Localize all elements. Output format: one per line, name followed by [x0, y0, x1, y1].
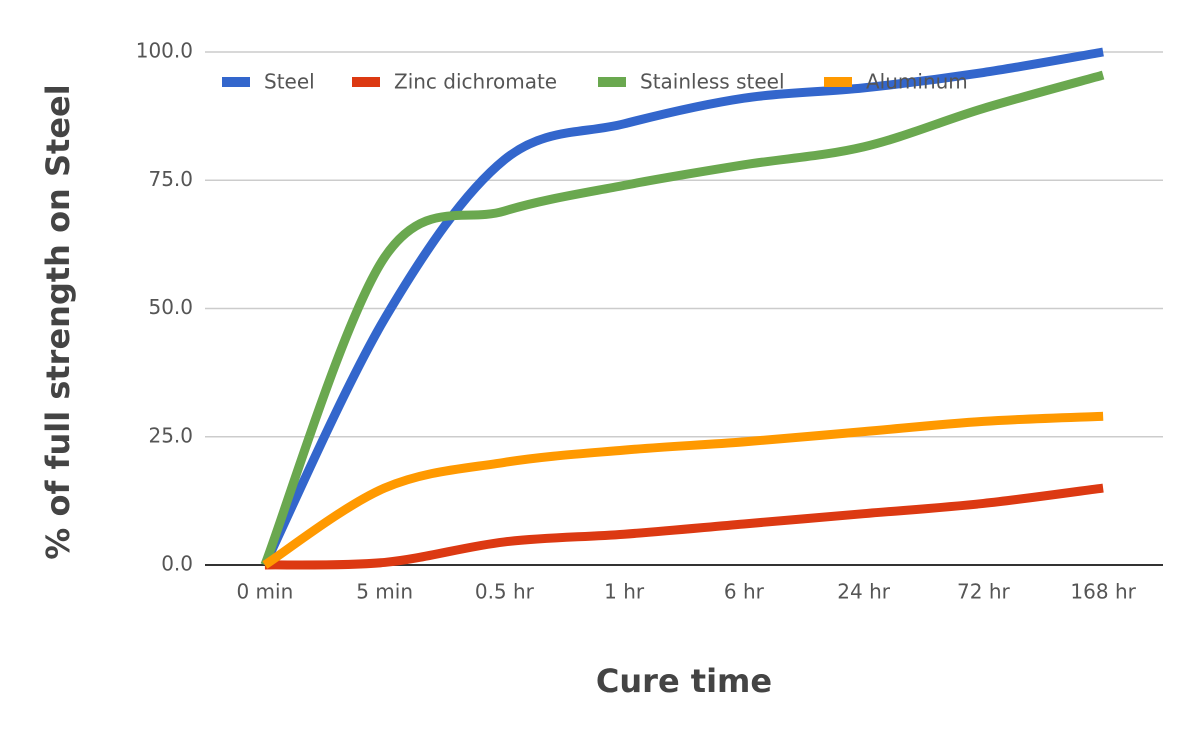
- y-tick-label: 75.0: [148, 167, 193, 191]
- legend-label: Stainless steel: [640, 70, 785, 94]
- x-tick-label: 1 hr: [604, 580, 645, 604]
- x-axis-title: Cure time: [596, 662, 772, 700]
- x-tick-label: 72 hr: [957, 580, 1010, 604]
- y-axis-title: % of full strength on Steel: [39, 84, 77, 559]
- legend-label: Aluminum: [866, 70, 968, 94]
- y-tick-label: 25.0: [148, 423, 193, 447]
- legend-swatch: [824, 77, 852, 87]
- line: [262, 411, 1104, 569]
- y-tick-label: 100.0: [136, 39, 193, 63]
- legend-label: Zinc dichromate: [394, 70, 557, 94]
- legend-swatch: [598, 77, 626, 87]
- x-tick-label: 5 min: [356, 580, 413, 604]
- x-tick-label: 0 min: [236, 580, 293, 604]
- x-tick-label: 168 hr: [1070, 580, 1136, 604]
- legend-swatch: [352, 77, 380, 87]
- legend-label: Steel: [264, 70, 315, 94]
- y-tick-label: 50.0: [148, 295, 193, 319]
- x-tick-label: 6 hr: [724, 580, 765, 604]
- legend-swatch: [222, 77, 250, 87]
- line: [260, 47, 1104, 567]
- x-tick-label: 0.5 hr: [475, 580, 535, 604]
- line: [260, 70, 1105, 567]
- line: [264, 483, 1104, 570]
- x-tick-label: 24 hr: [837, 580, 890, 604]
- y-tick-label: 0.0: [161, 552, 193, 576]
